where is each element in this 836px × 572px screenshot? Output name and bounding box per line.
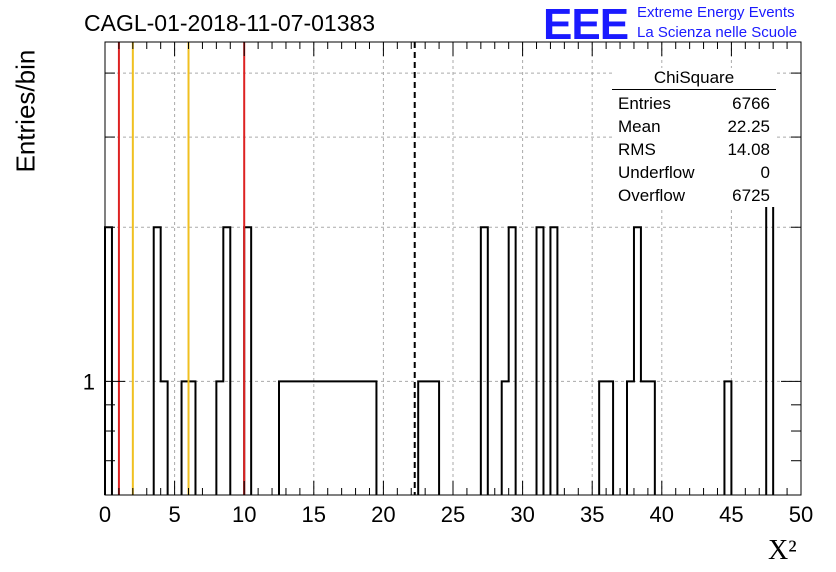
histogram-bin [105, 227, 112, 495]
histogram-bin [502, 381, 509, 495]
histogram-bin [279, 381, 286, 495]
stats-row: Underflow 0 [612, 161, 776, 184]
stats-label: Overflow [618, 186, 686, 205]
y-tick-label: 1 [83, 369, 95, 394]
stats-value: 0 [760, 163, 770, 182]
histogram-bin [432, 381, 439, 495]
histogram-bin [418, 381, 425, 495]
histogram-bin [216, 381, 223, 495]
histogram-bin [189, 381, 196, 495]
stats-label: Entries [618, 94, 671, 113]
eee-logo: EEE [543, 0, 629, 49]
histogram-bin [307, 381, 314, 495]
logo-text-line2: La Scienza nelle Scuole [637, 24, 798, 41]
x-axis-label: X² [768, 535, 797, 566]
stats-box: ChiSquare Entries 6766 Mean 22.25 RMS 14… [612, 68, 776, 207]
histogram-bin [537, 227, 544, 495]
histogram-bin [314, 381, 321, 495]
stats-label: RMS [618, 140, 656, 159]
x-tick-label: 30 [510, 502, 534, 527]
histogram-bin [244, 227, 251, 495]
histogram-bin [627, 381, 634, 495]
histogram-bin [369, 381, 376, 495]
histogram-bin [634, 227, 641, 495]
stats-row: Mean 22.25 [612, 115, 776, 138]
x-tick-label: 40 [650, 502, 674, 527]
histogram-bin [293, 381, 300, 495]
histogram-bin [286, 381, 293, 495]
stats-value: 14.08 [727, 140, 770, 159]
histogram-bin [363, 381, 370, 495]
marker-layer [117, 42, 416, 495]
histogram-bin [342, 381, 349, 495]
histogram-bin [328, 381, 335, 495]
histogram-bin [724, 381, 731, 495]
histogram-bin [335, 381, 342, 495]
histogram-bin [509, 227, 516, 495]
histogram-bin [648, 381, 655, 495]
axis-layer: 0 5 10 15 20 25 30 35 40 45 50 1 [83, 41, 813, 527]
logo-text-line1: Extreme Energy Events [637, 4, 795, 21]
histogram-bin [481, 227, 488, 495]
histogram-bin [356, 381, 363, 495]
histogram-bin [425, 381, 432, 495]
y-axis-label: Entries/bin [10, 49, 41, 173]
x-tick-label: 15 [302, 502, 326, 527]
stats-row: RMS 14.08 [612, 138, 776, 161]
stats-value: 6766 [732, 94, 770, 113]
stats-value: 6725 [732, 186, 770, 205]
histogram-bin [606, 381, 613, 495]
x-tick-label: 45 [719, 502, 743, 527]
histogram-bin [161, 381, 168, 495]
x-tick-label: 0 [99, 502, 111, 527]
histogram-bin [300, 381, 307, 495]
stats-value: 22.25 [727, 117, 770, 136]
x-tick-label: 10 [232, 502, 256, 527]
stats-label: Mean [618, 117, 661, 136]
histogram-bin [321, 381, 328, 495]
x-tick-label: 35 [580, 502, 604, 527]
chart-title: CAGL-01-2018-11-07-01383 [84, 10, 376, 36]
histogram-bin [349, 381, 356, 495]
histogram-bin [550, 227, 557, 495]
histogram-bin [599, 381, 606, 495]
histogram-bin [223, 227, 230, 495]
x-tick-label: 25 [441, 502, 465, 527]
histogram-bin [182, 381, 189, 495]
stats-title: ChiSquare [612, 68, 776, 90]
histogram-bin [641, 381, 648, 495]
x-tick-label: 50 [789, 502, 813, 527]
x-tick-label: 20 [371, 502, 395, 527]
stats-row: Overflow 6725 [612, 184, 776, 207]
histogram-bin [154, 227, 161, 495]
stats-label: Underflow [618, 163, 695, 182]
x-tick-label: 5 [168, 502, 180, 527]
stats-row: Entries 6766 [612, 92, 776, 115]
